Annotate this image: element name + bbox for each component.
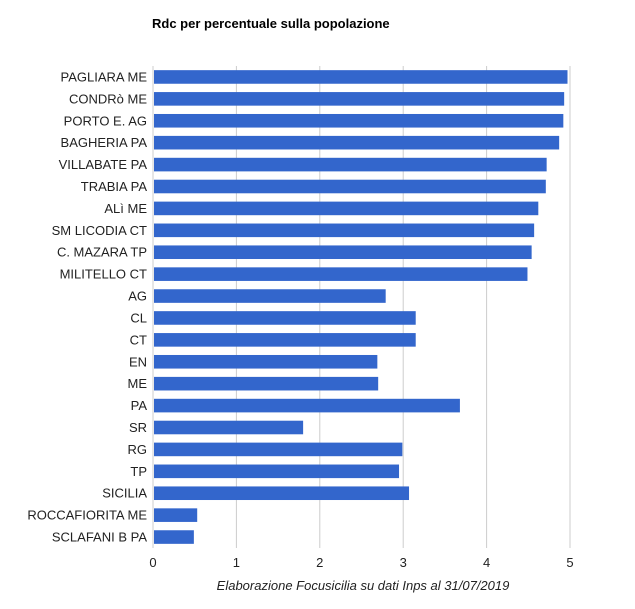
category-label: CONDRò ME — [69, 91, 147, 106]
x-axis-label: Elaborazione Focusicilia su dati Inps al… — [217, 578, 510, 593]
bar-3 — [154, 135, 560, 150]
x-tick-labels: 0 1 2 3 4 5 — [149, 555, 573, 570]
category-label: MILITELLO CT — [60, 267, 147, 282]
category-label: ALì ME — [104, 201, 147, 216]
category-label: BAGHERIA PA — [61, 135, 148, 150]
category-label: CL — [130, 310, 147, 325]
category-label: RG — [128, 442, 148, 457]
category-label: SR — [129, 420, 147, 435]
bars — [154, 70, 568, 544]
bar-18 — [154, 464, 400, 479]
category-label: CT — [130, 332, 147, 347]
category-label: VILLABATE PA — [59, 157, 148, 172]
category-label: PA — [131, 398, 148, 413]
category-label: TP — [130, 464, 147, 479]
bar-1 — [154, 92, 565, 106]
category-label: ME — [128, 376, 148, 391]
bar-4 — [154, 157, 547, 172]
bar-13 — [154, 354, 378, 369]
bar-8 — [154, 245, 532, 260]
x-tick-label: 0 — [149, 555, 156, 570]
bar-19 — [154, 486, 410, 501]
bar-17 — [154, 442, 403, 457]
bar-12 — [154, 333, 416, 347]
category-label: PORTO E. AG — [64, 113, 147, 128]
x-tick-label: 2 — [316, 555, 323, 570]
category-label: SICILIA — [102, 486, 147, 501]
bar-20 — [154, 508, 198, 522]
category-label: EN — [129, 354, 147, 369]
category-label: AG — [128, 289, 147, 304]
bar-6 — [154, 201, 539, 216]
bar-21 — [154, 530, 194, 544]
bar-7 — [154, 223, 535, 238]
x-tick-label: 5 — [566, 555, 573, 570]
bar-5 — [154, 179, 546, 194]
category-label: TRABIA PA — [81, 179, 148, 194]
bar-15 — [154, 398, 460, 413]
category-label: ROCCAFIORITA ME — [27, 508, 147, 523]
category-label: PAGLIARA ME — [61, 69, 148, 84]
bar-11 — [154, 311, 416, 325]
category-labels: PAGLIARA ME CONDRò ME PORTO E. AG BAGHERIA … — [27, 69, 147, 544]
bar-16 — [154, 420, 304, 435]
x-tick-label: 3 — [400, 555, 407, 570]
category-label: C. MAZARA TP — [57, 245, 147, 260]
bar-0 — [154, 70, 568, 84]
bar-14 — [154, 376, 379, 391]
x-tick-label: 1 — [233, 555, 240, 570]
category-label: SM LICODIA CT — [52, 223, 147, 238]
x-tick-label: 4 — [483, 555, 490, 570]
category-label: SCLAFANI B PA — [52, 530, 147, 545]
chart-title: Rdc per percentuale sulla popolazione — [152, 16, 390, 31]
bar-2 — [154, 113, 564, 128]
bar-9 — [154, 267, 528, 281]
bar-10 — [154, 289, 386, 303]
